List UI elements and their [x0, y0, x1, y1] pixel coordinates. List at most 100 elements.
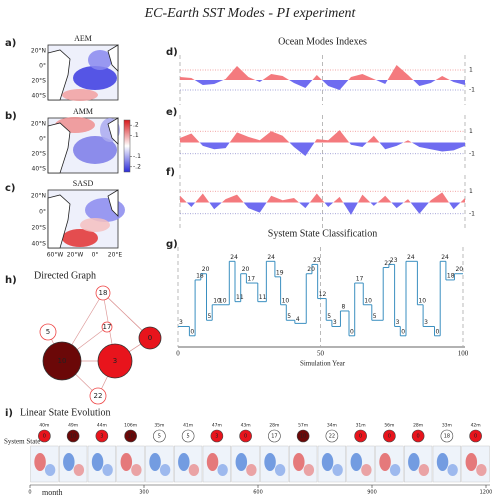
state-label: 3 — [215, 434, 218, 440]
panel-letter: h) — [5, 275, 17, 286]
lat-label: 20°S — [32, 78, 47, 85]
x-tick-label: 0 — [176, 350, 180, 358]
duration-label: 28m — [269, 423, 279, 429]
duration-label: 57m — [298, 423, 308, 429]
state-circle — [354, 429, 367, 443]
figure-title: EC-Earth SST Modes - PI experiment — [144, 6, 357, 21]
sst-anomaly — [264, 453, 276, 471]
state-label: 24 — [407, 254, 415, 261]
map-title: AEM — [74, 34, 92, 43]
node-label: 22 — [94, 392, 103, 400]
panel-letter: d) — [166, 47, 178, 58]
sst-anomaly — [361, 464, 372, 476]
graph-node — [138, 326, 162, 350]
sst-anomaly — [303, 464, 315, 476]
state-label: 5 — [208, 313, 212, 320]
state-label: 12 — [319, 291, 327, 298]
state-label: 20 — [307, 266, 315, 273]
state-label: 22 — [329, 434, 335, 440]
state-label: 0 — [417, 434, 420, 440]
y-tick-label: 1 — [469, 128, 473, 135]
duration-label: 35m — [154, 423, 164, 429]
duration-label: 40m — [39, 423, 49, 429]
map-anomaly — [62, 89, 98, 101]
lat-label: 40°S — [32, 241, 47, 248]
map-anomaly — [62, 229, 98, 247]
duration-label: 56m — [384, 423, 394, 429]
state-label: 8 — [341, 303, 345, 310]
sst-anomaly — [131, 464, 142, 476]
y-tick-label: 1 — [469, 67, 473, 74]
sst-anomaly — [44, 464, 56, 476]
state-label: 17 — [271, 434, 277, 440]
lat-label: 20°N — [31, 121, 46, 128]
sst-anomaly — [102, 464, 113, 476]
y-tick-label: -1 — [469, 87, 475, 94]
state-label: 0 — [350, 328, 354, 335]
x-tick-label: 0 — [28, 490, 31, 496]
y-tick-label: -1 — [469, 210, 475, 217]
state-circle — [440, 429, 454, 443]
x-tick-label: 50 — [317, 350, 325, 358]
lat-label: 40°S — [32, 166, 47, 173]
state-label: 20 — [242, 266, 250, 273]
y-tick-label: 1 — [469, 188, 473, 195]
lon-label: 0° — [92, 252, 99, 259]
state-label: 20 — [202, 266, 210, 273]
positive-area — [180, 65, 465, 80]
state-label: 0 — [359, 434, 362, 440]
panel-letter: g) — [166, 239, 178, 250]
sst-anomaly — [91, 453, 104, 471]
panel-letter: a) — [5, 38, 16, 49]
state-label: 5 — [187, 434, 190, 440]
coastline — [107, 44, 119, 72]
state-label: 0 — [43, 434, 46, 440]
coastline — [47, 122, 71, 174]
panel-letter: f) — [166, 167, 175, 178]
sst-anomaly — [293, 453, 305, 471]
sst-anomaly — [350, 453, 363, 471]
coastline — [47, 194, 71, 249]
colorbar-label: .2 — [133, 122, 139, 129]
state-label: 23 — [313, 257, 321, 264]
node-label: 5 — [46, 328, 50, 336]
sst-anomaly — [389, 464, 401, 476]
sst-anomaly — [63, 453, 75, 471]
x-axis-label: month — [42, 488, 62, 497]
sst-anomaly — [379, 453, 391, 471]
duration-label: 42m — [471, 423, 481, 429]
graph-node — [89, 387, 107, 405]
map-title: AMM — [73, 107, 93, 116]
x-tick-label: 600 — [253, 490, 263, 496]
sst-anomaly — [274, 464, 286, 476]
sst-anomaly — [465, 453, 478, 471]
x-tick-label: 100 — [458, 350, 469, 358]
lat-label: 0° — [39, 63, 46, 70]
state-label: 17 — [247, 276, 255, 283]
negative-area — [180, 142, 465, 156]
duration-label: 44m — [97, 423, 107, 429]
coastline — [107, 117, 119, 145]
state-circle — [411, 429, 425, 443]
section-title: Linear State Evolution — [20, 407, 111, 418]
y-tick-label: -1 — [469, 150, 475, 157]
sst-anomaly — [418, 464, 430, 476]
state-label: 5 — [327, 313, 331, 320]
state-label: 3 — [179, 319, 183, 326]
state-label: 3 — [333, 319, 337, 326]
state-circle — [325, 429, 339, 443]
state-label: 0 — [388, 434, 391, 440]
state-circle — [296, 429, 310, 443]
sst-anomaly — [159, 464, 171, 476]
graph-node — [101, 321, 113, 333]
state-label: 5 — [158, 434, 161, 440]
state-label: 10 — [70, 434, 76, 440]
lat-label: 40°S — [32, 93, 47, 100]
sst-anomaly — [246, 464, 257, 476]
sst-anomaly — [235, 453, 248, 471]
node-label: 17 — [103, 323, 112, 331]
node-label: 10 — [58, 357, 67, 365]
state-circle — [383, 429, 396, 443]
lat-label: 20°N — [31, 48, 46, 55]
state-label: 10 — [213, 297, 221, 304]
